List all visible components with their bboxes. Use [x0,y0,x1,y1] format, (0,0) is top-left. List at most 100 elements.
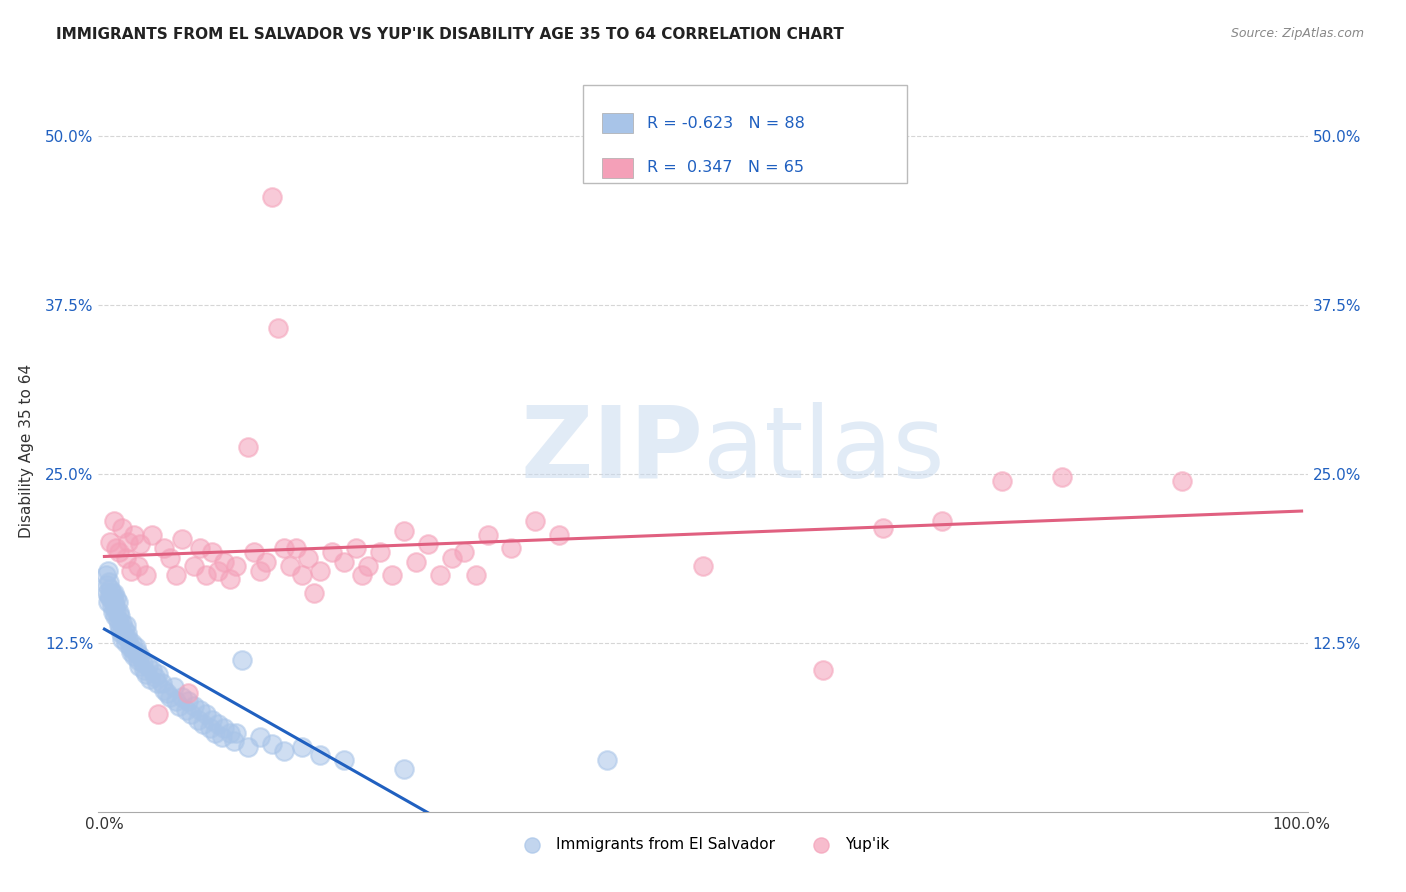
Point [111,632,134,646]
Point [211,731,233,745]
Text: IMMIGRANTS FROM EL SALVADOR VS YUP'IK DISABILITY AGE 35 TO 64 CORRELATION CHART: IMMIGRANTS FROM EL SALVADOR VS YUP'IK DI… [56,27,844,42]
Point [207,717,229,731]
Point [188,703,211,717]
Point [278,558,301,573]
Point [302,586,325,600]
Point [100,586,122,600]
Point [96,586,118,600]
Point [177,686,200,700]
Point [117,534,139,549]
Point [124,649,146,664]
Point [284,541,307,556]
Point [165,694,187,708]
Point [991,474,1014,488]
Point [191,717,214,731]
Point [129,649,152,664]
Point [150,676,173,690]
Point [180,707,202,722]
Point [107,545,129,559]
Point [100,534,122,549]
Point [1050,470,1073,484]
Point [115,636,138,650]
Point [416,537,439,551]
Point [105,605,128,619]
Point [107,618,129,632]
Point [931,514,953,528]
Point [127,558,149,573]
Point [96,578,118,592]
Point [429,568,451,582]
Point [219,573,242,587]
Point [143,670,166,684]
Point [231,653,253,667]
Point [172,690,194,704]
Point [104,608,127,623]
Point [187,713,209,727]
Point [236,440,259,454]
Point [112,623,135,637]
Point [291,568,314,582]
Point [333,753,356,767]
Point [204,726,226,740]
Point [453,545,475,559]
Point [172,532,194,546]
Point [392,762,415,776]
Point [136,658,159,673]
Point [156,686,179,700]
Point [163,681,186,695]
Point [132,663,155,677]
Point [146,676,169,690]
Point [115,550,138,565]
Point [104,599,127,614]
Point [222,734,245,748]
Point [309,747,332,762]
Point [110,626,132,640]
Point [159,690,181,704]
Point [201,713,224,727]
Point [121,636,143,650]
Point [811,663,834,677]
Point [297,550,319,565]
Point [195,568,218,582]
Point [692,558,714,573]
Point [249,565,271,579]
Point [236,739,259,754]
Point [273,541,295,556]
Point [120,645,142,659]
Point [135,568,157,582]
Point [260,737,283,751]
Point [153,683,176,698]
Point [225,558,247,573]
Point [212,721,235,735]
Point [141,663,163,677]
Point [111,521,134,535]
Point [114,629,136,643]
Point [501,541,523,556]
Point [440,550,463,565]
Point [254,555,277,569]
Point [105,591,128,606]
Point [368,545,391,559]
Point [167,699,190,714]
Point [117,632,139,646]
Point [333,555,356,569]
Point [107,605,129,619]
Point [124,528,146,542]
Point [108,623,131,637]
Text: Source: ZipAtlas.com: Source: ZipAtlas.com [1230,27,1364,40]
Point [100,582,122,596]
Legend: Immigrants from El Salvador, Yup'ik: Immigrants from El Salvador, Yup'ik [510,831,896,858]
Point [148,667,170,681]
Point [107,613,129,627]
Point [141,528,163,542]
Point [125,645,148,659]
Point [477,528,499,542]
Point [98,575,121,590]
Point [1171,474,1194,488]
Point [174,703,197,717]
Point [381,568,404,582]
Point [108,608,131,623]
Point [464,568,486,582]
Point [148,707,170,722]
Text: atlas: atlas [703,402,945,499]
